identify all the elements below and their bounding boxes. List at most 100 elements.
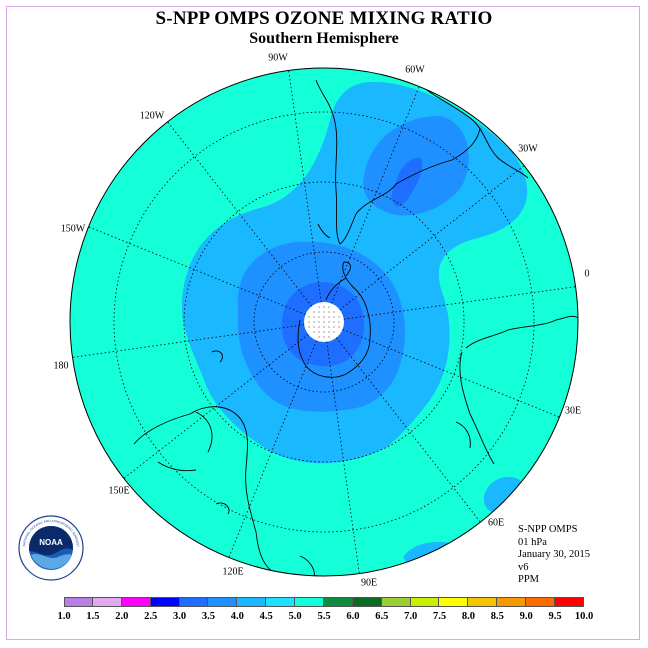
globe-outline — [69, 67, 579, 577]
colorbar-swatch — [323, 597, 353, 607]
pole-dot — [323, 336, 325, 338]
pole-dot — [323, 316, 325, 318]
contour-3ppm-patch — [391, 157, 423, 207]
info-level: 01 hPa — [518, 536, 547, 548]
colorbar-tick-label: 9.5 — [548, 611, 562, 622]
pole-dot — [338, 321, 340, 323]
pole-dot — [323, 311, 325, 313]
pole-dot — [338, 316, 340, 318]
colorbar-tick-label: 8.0 — [461, 611, 475, 622]
colorbar-swatch — [208, 597, 238, 607]
info-units: PPM — [518, 574, 540, 585]
pole-dot — [318, 316, 320, 318]
colorbar-swatch — [295, 597, 324, 607]
pole-dot — [318, 321, 320, 323]
pole-dot — [328, 306, 330, 308]
lon-label-0: 0 — [584, 268, 590, 280]
pole-dot — [313, 316, 315, 318]
pole-dot — [333, 331, 335, 333]
pole-dot — [328, 311, 330, 313]
colorbar-swatch — [179, 597, 209, 607]
colorbar-swatch — [150, 597, 180, 607]
colorbar-swatch — [526, 597, 555, 607]
lon-label-60w: 60W — [405, 64, 425, 76]
colorbar-tick-label: 8.5 — [490, 611, 504, 622]
pole-dot — [333, 316, 335, 318]
figure-frame — [6, 6, 640, 640]
pole-dot — [333, 321, 335, 323]
figure-title: S-NPP OMPS OZONE MIXING RATIO — [155, 8, 493, 29]
colorbar-tick-label: 3.0 — [172, 611, 187, 622]
lon-label-30w: 30W — [518, 143, 538, 155]
colorbar-swatch — [497, 597, 526, 607]
colorbar-tick-label: 2.5 — [144, 611, 158, 622]
noaa-logo-text: NOAA — [39, 538, 63, 547]
colorbar-tick-label: 7.0 — [404, 611, 418, 622]
pole-dot — [333, 311, 335, 313]
colorbar-tick-label: 2.0 — [115, 611, 129, 622]
pole-dot — [318, 311, 320, 313]
pole-dot — [328, 316, 330, 318]
colorbar-swatch — [92, 597, 122, 607]
colorbar-swatch — [266, 597, 295, 607]
colorbar-tick-label: 6.5 — [375, 611, 389, 622]
lon-label-150w: 150W — [60, 223, 86, 235]
lon-label-120e: 120E — [222, 566, 244, 578]
colorbar-tick-label: 5.5 — [317, 611, 331, 622]
colorbar-tick-label: 3.5 — [201, 611, 215, 622]
pole-dot — [313, 326, 315, 328]
colorbar-swatch — [468, 597, 498, 607]
colorbar-tick-label: 6.0 — [346, 611, 360, 622]
pole-dot — [318, 306, 320, 308]
pole-dot — [313, 321, 315, 323]
colorbar-swatch — [410, 597, 440, 607]
pole-dot — [323, 331, 325, 333]
pole-dot — [313, 331, 315, 333]
colorbar-tick-label: 5.0 — [288, 611, 302, 622]
pole-dot — [328, 321, 330, 323]
product-info: S-NPP OMPS 01 hPa January 30, 2015 v6 PP… — [518, 524, 590, 587]
colorbar-swatch — [352, 597, 382, 607]
pole-dots — [308, 306, 340, 338]
pole-dot — [338, 326, 340, 328]
lon-label-30e: 30E — [564, 405, 582, 417]
lon-label-150e: 150E — [108, 485, 130, 497]
colorbar-tick-label: 9.0 — [519, 611, 533, 622]
pole-dot — [323, 326, 325, 328]
pole-dot — [318, 331, 320, 333]
lon-label-180: 180 — [53, 360, 69, 372]
colorbar-tick-label: 4.5 — [259, 611, 273, 622]
colorbar-swatch — [439, 597, 469, 607]
colorbar-tick-label: 10.0 — [574, 611, 594, 622]
colorbar-swatch — [121, 597, 151, 607]
colorbar-swatch — [381, 597, 411, 607]
colorbar-swatch — [64, 597, 93, 607]
pole-dot — [323, 321, 325, 323]
noaa-logo: NOAA NATIONAL OCEANIC AND ATMOSPHERIC AD… — [18, 515, 84, 581]
pole-dot — [328, 331, 330, 333]
colorbar-tick-label: 1.0 — [57, 611, 71, 622]
info-date: January 30, 2015 — [518, 549, 591, 560]
lon-label-90e: 90E — [360, 577, 378, 589]
colorbar-swatch — [554, 597, 584, 607]
pole-dot — [308, 326, 310, 328]
colorbar-swatch — [237, 597, 267, 607]
pole-dot — [318, 336, 320, 338]
coastlines — [133, 79, 578, 576]
pole-dot — [333, 326, 335, 328]
colorbar-tick-label: 4.0 — [230, 611, 244, 622]
info-version: v6 — [518, 561, 529, 573]
pole-dot — [313, 311, 315, 313]
colorbar-tick-label: 7.5 — [432, 611, 447, 622]
lon-label-60e: 60E — [487, 517, 505, 529]
colorbar — [64, 597, 584, 607]
graticule — [72, 70, 576, 574]
lon-label-90w: 90W — [268, 52, 288, 64]
colorbar-tick-label: 1.5 — [86, 611, 100, 622]
pole-dot — [318, 326, 320, 328]
lon-label-120w: 120W — [139, 110, 165, 122]
info-product: S-NPP OMPS — [518, 524, 578, 535]
pole-dot — [308, 316, 310, 318]
pole-dot — [328, 336, 330, 338]
